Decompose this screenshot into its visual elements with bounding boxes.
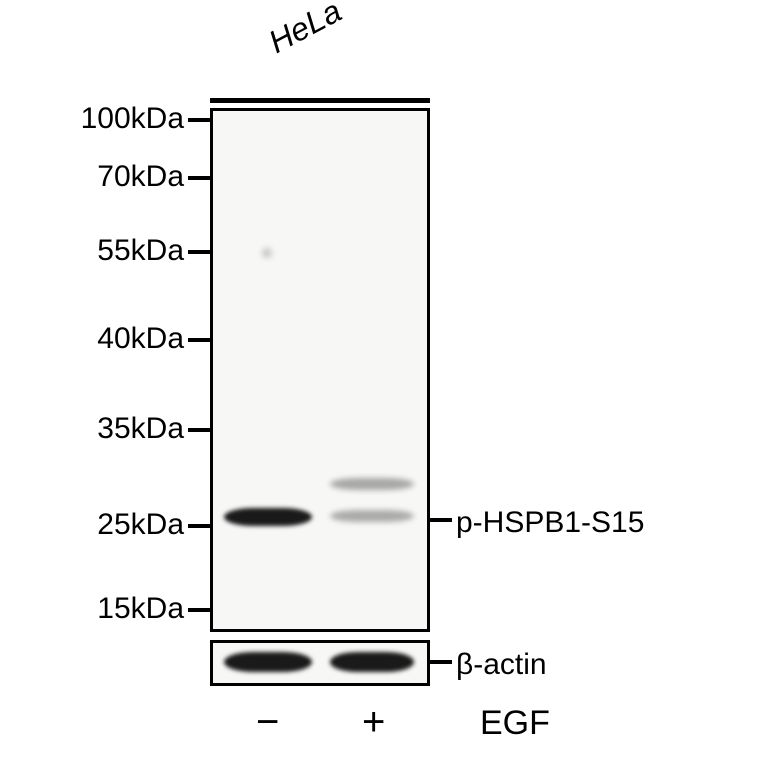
mw-marker-tick [188, 250, 210, 254]
sample-group-bar [210, 98, 430, 103]
mw-marker-label: 100kDa [81, 102, 184, 136]
mw-marker-label: 55kDa [97, 234, 184, 268]
target-tick [430, 660, 452, 664]
band [224, 652, 312, 672]
western-blot-figure: HeLa 100kDa 70kDa 55kDa 40kDa 35kDa 25kDa 15kD… [0, 0, 764, 764]
treatment-label: EGF [480, 704, 550, 743]
band [262, 248, 272, 258]
target-tick [430, 518, 452, 522]
treatment-sign: − [256, 700, 279, 745]
mw-marker-label: 40kDa [97, 322, 184, 356]
sample-label: HeLa [263, 0, 348, 61]
treatment-sign: + [362, 700, 385, 745]
mw-marker-tick [188, 338, 210, 342]
mw-marker-label: 15kDa [97, 592, 184, 626]
mw-marker-tick [188, 118, 210, 122]
band [330, 478, 414, 490]
mw-marker-label: 70kDa [97, 160, 184, 194]
mw-marker-tick [188, 608, 210, 612]
band [330, 510, 414, 522]
mw-marker-label: 25kDa [97, 508, 184, 542]
mw-marker-tick [188, 428, 210, 432]
target-label: β-actin [456, 648, 547, 682]
band [330, 652, 414, 672]
membrane-main [210, 108, 430, 632]
target-label: p-HSPB1-S15 [456, 506, 644, 540]
mw-marker-tick [188, 524, 210, 528]
mw-marker-tick [188, 176, 210, 180]
band [224, 508, 312, 526]
mw-marker-label: 35kDa [97, 412, 184, 446]
